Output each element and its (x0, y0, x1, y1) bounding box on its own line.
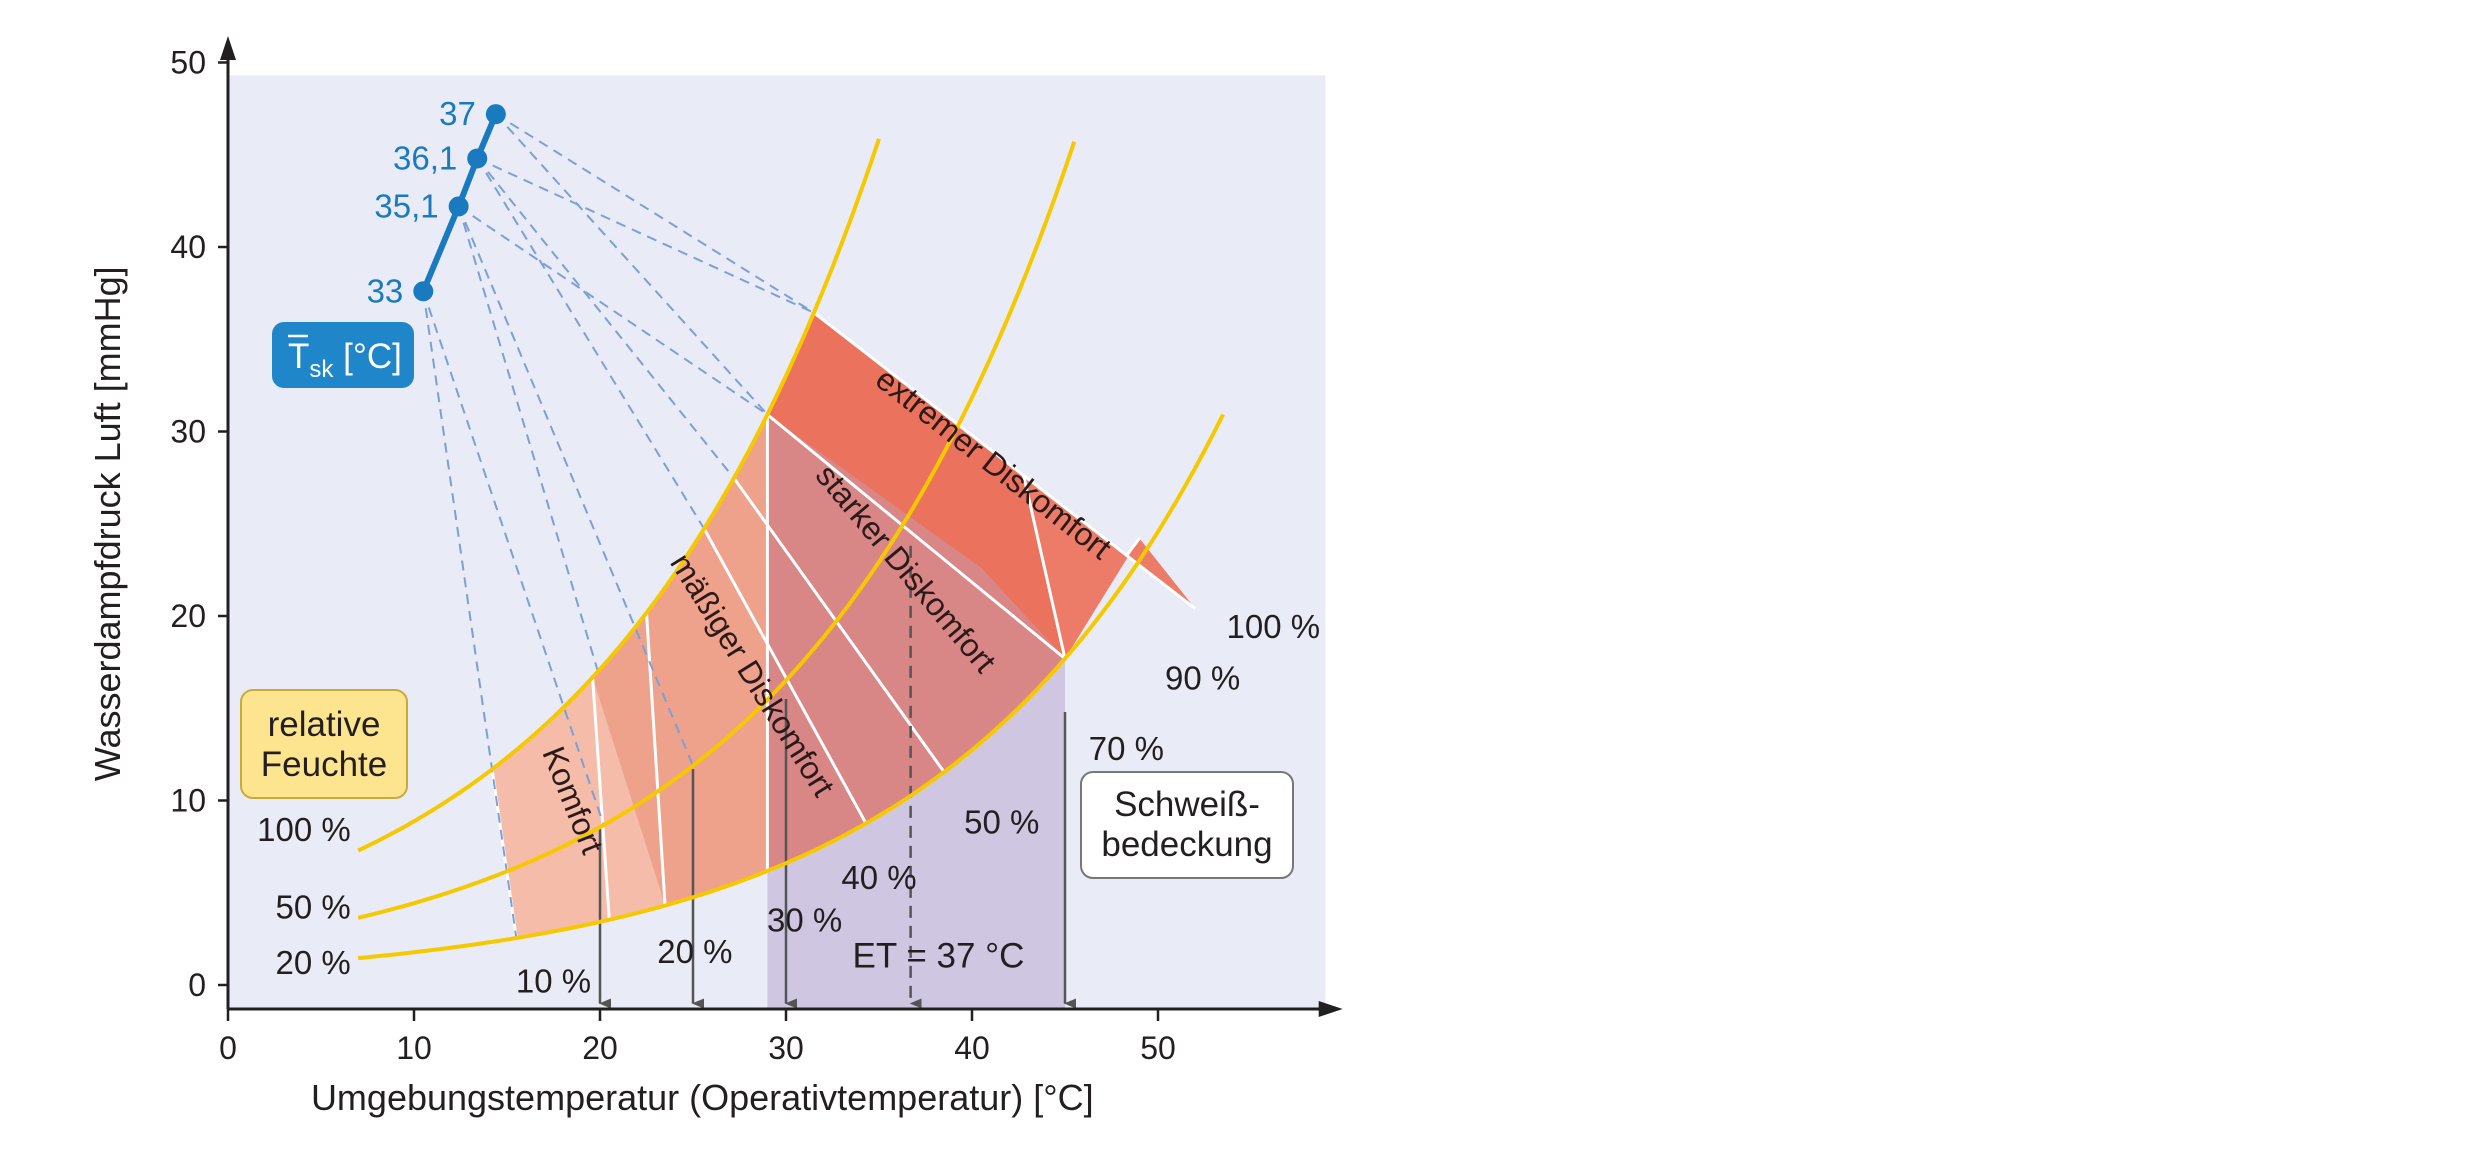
x-tick-label-3: 30 (768, 1030, 804, 1066)
projection-line-2 (457, 206, 601, 679)
skin-temp-point-0 (413, 281, 434, 302)
sweat-legend-text-0: Schweiß- (1114, 785, 1260, 824)
sweat-line-5 (732, 477, 946, 773)
skin-temp-line (420, 112, 499, 293)
sweat-label-7: 100 % (1227, 608, 1321, 645)
y-tick-label-5: 50 (170, 45, 206, 81)
sweat-label-2: 30 % (767, 901, 842, 938)
projection-line-0 (422, 291, 518, 939)
y-tick-label-4: 40 (170, 229, 206, 265)
y-tick-label-1: 10 (170, 783, 206, 819)
sweat-label-5: 70 % (1089, 730, 1164, 767)
sweat-legend-box (1080, 771, 1294, 879)
projection-line-5 (476, 157, 706, 530)
x-axis-arrow (1318, 1000, 1343, 1017)
sweat-label-6: 90 % (1165, 660, 1240, 697)
sweat-line-4 (702, 528, 868, 825)
zone-divider-line (766, 413, 1066, 660)
sweat-label-3: 40 % (841, 859, 916, 896)
skin-temp-point-1 (448, 196, 469, 217)
rh-legend-text-0: relative (268, 705, 381, 744)
rh-curve-1 (357, 141, 1077, 920)
zone-starker-inner (767, 414, 1065, 871)
y-tick-label-3: 30 (170, 414, 206, 450)
zone-komfort (492, 677, 666, 939)
projection-line-7 (476, 157, 815, 314)
skin-temp-point-3 (485, 104, 506, 125)
x-tick-label-0: 0 (219, 1030, 237, 1066)
projection-line-4 (458, 205, 768, 416)
sweat-label-0: 10 % (516, 962, 591, 999)
skin-temp-label-0: 33 (367, 272, 404, 309)
x-tick-label-4: 40 (954, 1030, 990, 1066)
y-tick-label-0: 0 (188, 967, 206, 1003)
zone-extremer-diskomfort (767, 312, 1196, 659)
sweat-label-4: 50 % (964, 804, 1039, 841)
et-region (767, 658, 1065, 1009)
y-axis-title: Wasserdampfdruck Luft [mmHg] (87, 266, 128, 781)
sweat-legend-text-1: bedeckung (1101, 825, 1272, 864)
skin-temp-label-2: 36,1 (393, 139, 457, 176)
rh-curve-label-0: 100 % (257, 811, 351, 848)
x-tick-label-1: 10 (396, 1030, 432, 1066)
sweat-line-6 (1022, 475, 1067, 659)
sweat-line-1 (591, 677, 611, 920)
sweat-label-1: 20 % (657, 933, 732, 970)
et-label: ET = 37 °C (853, 936, 1025, 975)
zone-top-edge (812, 311, 1197, 610)
projection-line-1 (422, 290, 605, 826)
y-axis-arrow (220, 36, 236, 61)
zone-maessiger-diskomfort (592, 414, 768, 906)
projection-line-8 (495, 113, 815, 314)
rh-curve-2 (358, 413, 1225, 961)
skin-temp-label-3: 37 (439, 95, 476, 132)
rh-legend-box (240, 689, 408, 799)
rh-curve-0 (357, 138, 881, 853)
x-axis-title: Umgebungstemperatur (Operativtemperatur)… (311, 1077, 1094, 1118)
x-tick-label-2: 20 (582, 1030, 618, 1066)
x-tick-label-5: 50 (1140, 1030, 1176, 1066)
projection-line-6 (476, 157, 735, 479)
rh-legend-text-1: Feuchte (261, 745, 387, 784)
y-tick-label-2: 20 (170, 598, 206, 634)
rh-curve-label-2: 20 % (276, 944, 351, 981)
skin-legend-box (272, 322, 414, 388)
skin-temp-label-1: 35,1 (374, 187, 438, 224)
sweat-line-7 (1125, 537, 1141, 557)
skin-legend-text: Tsk [°C] (288, 337, 402, 383)
rh-curve-label-1: 50 % (276, 889, 351, 926)
skin-temp-point-2 (467, 148, 488, 169)
